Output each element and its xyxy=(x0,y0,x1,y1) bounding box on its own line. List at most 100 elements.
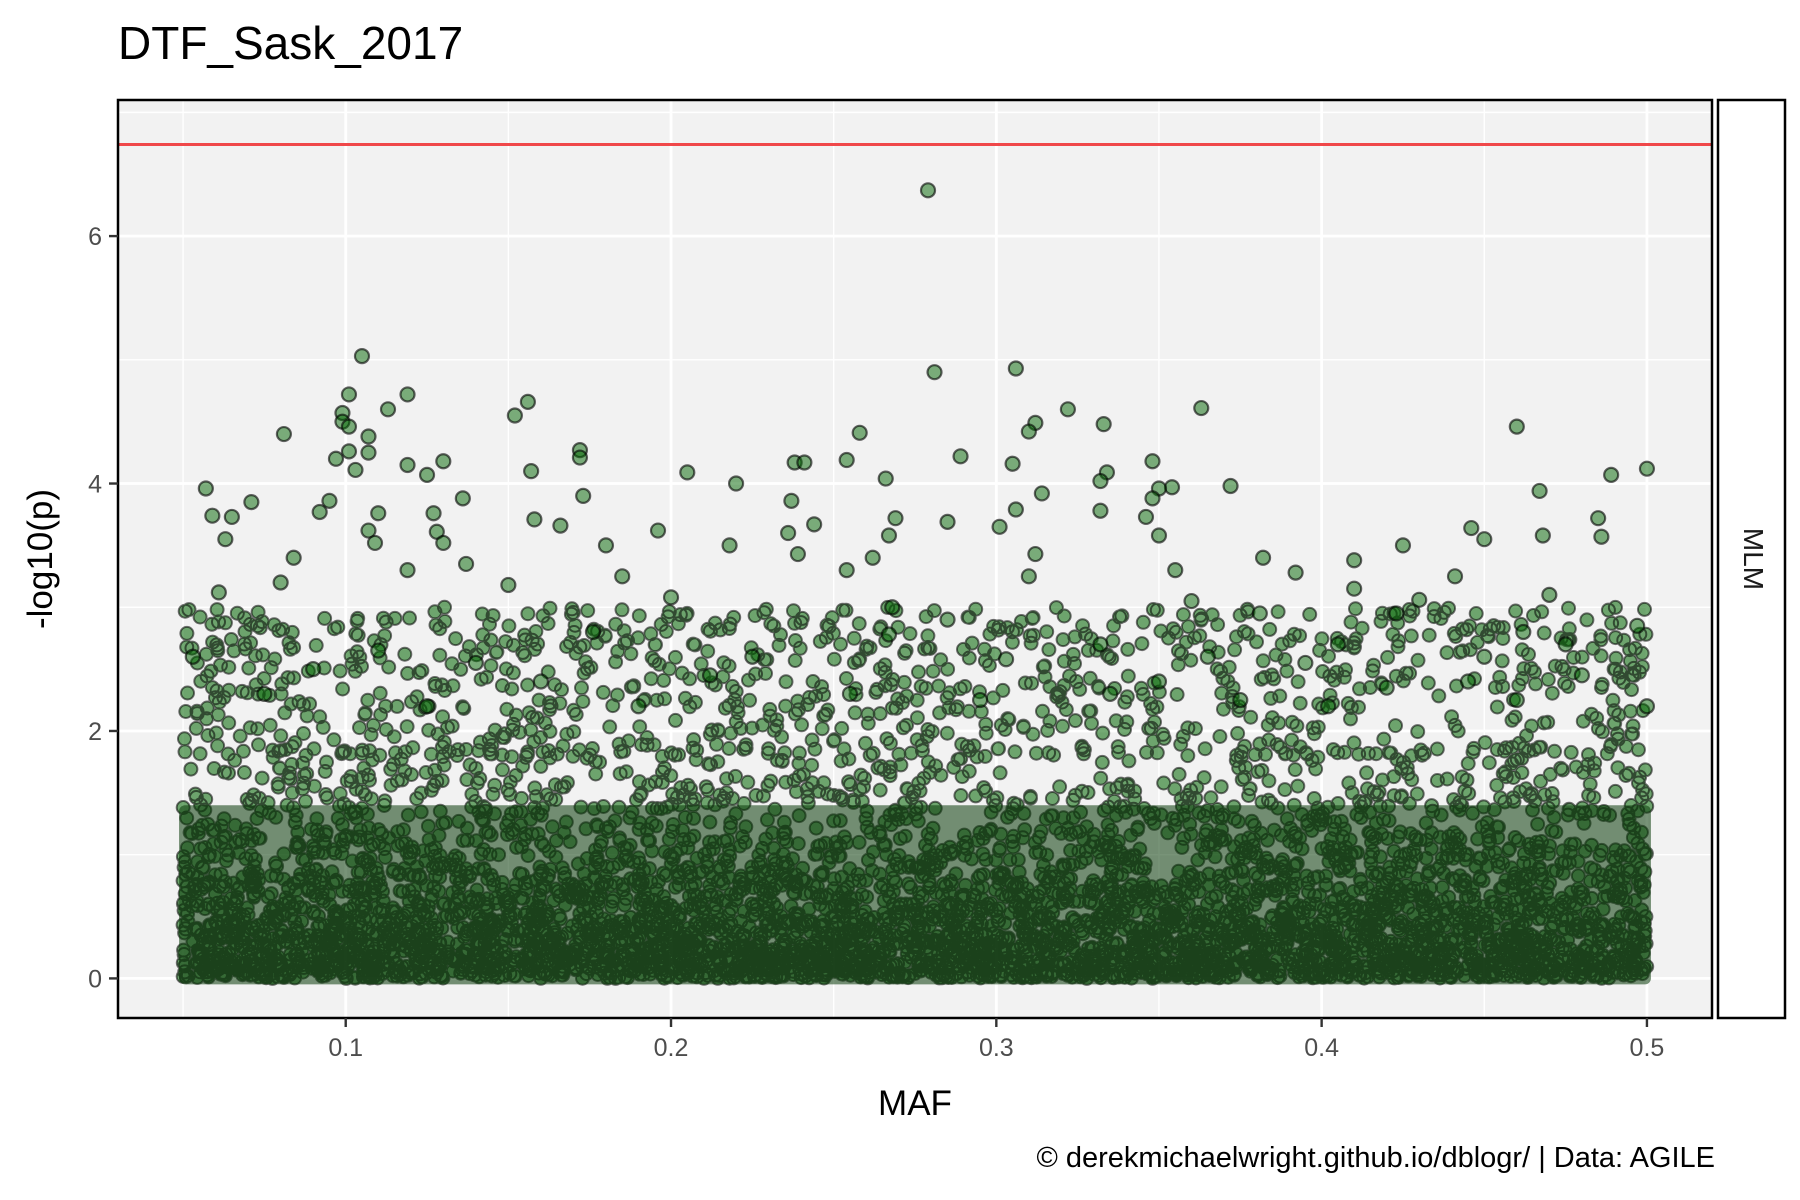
data-point xyxy=(1095,416,1112,433)
data-point xyxy=(457,555,475,573)
data-point xyxy=(1193,399,1210,417)
data-point xyxy=(467,654,484,672)
data-point xyxy=(1515,623,1532,641)
data-point xyxy=(1092,502,1109,519)
data-point xyxy=(184,648,201,665)
plot-panel-border xyxy=(116,98,1714,1020)
data-point xyxy=(575,487,592,505)
data-point xyxy=(435,534,452,552)
data-point xyxy=(1004,455,1021,472)
data-point xyxy=(1251,605,1268,622)
data-point xyxy=(1638,698,1656,715)
data-point xyxy=(584,623,602,641)
data-point xyxy=(1346,552,1363,569)
data-point xyxy=(1394,537,1412,554)
data-point xyxy=(1020,423,1037,440)
data-point xyxy=(1007,360,1024,377)
chart-title: DTF_Sask_2017 xyxy=(118,17,464,69)
data-point xyxy=(1297,654,1314,672)
data-point xyxy=(223,508,240,526)
data-point xyxy=(939,513,956,530)
data-point xyxy=(727,475,745,492)
data-point xyxy=(360,522,377,539)
data-point xyxy=(806,516,823,533)
data-point xyxy=(838,562,855,579)
x-tick-label: 0.2 xyxy=(654,1034,689,1062)
data-point xyxy=(1388,605,1405,622)
data-point xyxy=(526,511,543,528)
data-point xyxy=(425,505,442,522)
data-point xyxy=(1541,586,1558,603)
data-point xyxy=(1222,477,1239,495)
data-point xyxy=(532,673,549,690)
data-point xyxy=(321,492,338,509)
x-axis-title: MAF xyxy=(878,1084,952,1123)
data-point xyxy=(1144,490,1161,507)
data-point xyxy=(353,347,371,365)
x-tick-label: 0.1 xyxy=(328,1034,363,1062)
data-point xyxy=(649,522,667,539)
data-point xyxy=(1378,679,1395,696)
x-tick-label: 0.3 xyxy=(979,1034,1014,1062)
data-point xyxy=(744,648,761,665)
data-point xyxy=(841,685,859,702)
data-point xyxy=(701,667,719,684)
data-point xyxy=(1144,453,1161,470)
y-tick-label: 4 xyxy=(88,471,102,499)
data-point xyxy=(679,464,696,481)
data-point xyxy=(360,428,377,445)
data-point xyxy=(1199,648,1216,665)
caption: © derekmichaelwright.github.io/dblogr/ |… xyxy=(1036,1142,1715,1174)
data-point xyxy=(519,393,536,410)
data-point xyxy=(1167,562,1184,579)
data-point xyxy=(991,518,1008,535)
data-point xyxy=(340,418,358,435)
data-point xyxy=(1508,418,1525,435)
data-point xyxy=(340,443,358,460)
data-point xyxy=(1476,531,1493,548)
data-point xyxy=(887,510,904,527)
saturated-point-region xyxy=(179,805,1651,985)
data-point xyxy=(796,454,813,471)
data-point xyxy=(1476,648,1493,665)
data-point xyxy=(662,589,680,606)
data-point xyxy=(366,534,384,552)
data-point xyxy=(971,691,989,709)
data-point xyxy=(597,537,615,554)
y-axis-title: -log10(p) xyxy=(21,489,60,629)
data-point xyxy=(1020,568,1037,585)
data-point xyxy=(370,642,387,659)
x-tick-label: 0.4 xyxy=(1304,1034,1339,1062)
data-point xyxy=(1573,667,1590,684)
data-point xyxy=(939,611,956,628)
data-point xyxy=(614,568,631,585)
data-point xyxy=(1459,673,1477,690)
data-point xyxy=(630,698,647,715)
data-point xyxy=(1603,466,1620,483)
data-point xyxy=(1638,460,1656,477)
data-point xyxy=(919,182,937,199)
data-point xyxy=(884,599,901,616)
data-point xyxy=(435,453,452,470)
data-point xyxy=(1027,545,1044,563)
data-point xyxy=(864,549,881,566)
data-point xyxy=(721,537,738,554)
data-point xyxy=(285,549,302,566)
data-point xyxy=(204,507,221,524)
data-point xyxy=(1320,698,1337,715)
data-point xyxy=(783,492,800,509)
data-point xyxy=(311,503,328,521)
data-point xyxy=(347,461,364,479)
data-point xyxy=(1059,401,1076,418)
y-tick-label: 2 xyxy=(88,718,102,746)
data-point xyxy=(523,463,540,480)
data-point xyxy=(789,545,806,563)
data-point xyxy=(838,451,855,469)
data-point xyxy=(210,584,227,601)
data-point xyxy=(272,574,289,591)
y-tick-label: 0 xyxy=(88,965,102,993)
data-point xyxy=(780,524,797,542)
data-point xyxy=(1092,636,1109,653)
y-axis: 0 2 4 6 xyxy=(88,223,118,993)
data-point xyxy=(399,456,416,474)
